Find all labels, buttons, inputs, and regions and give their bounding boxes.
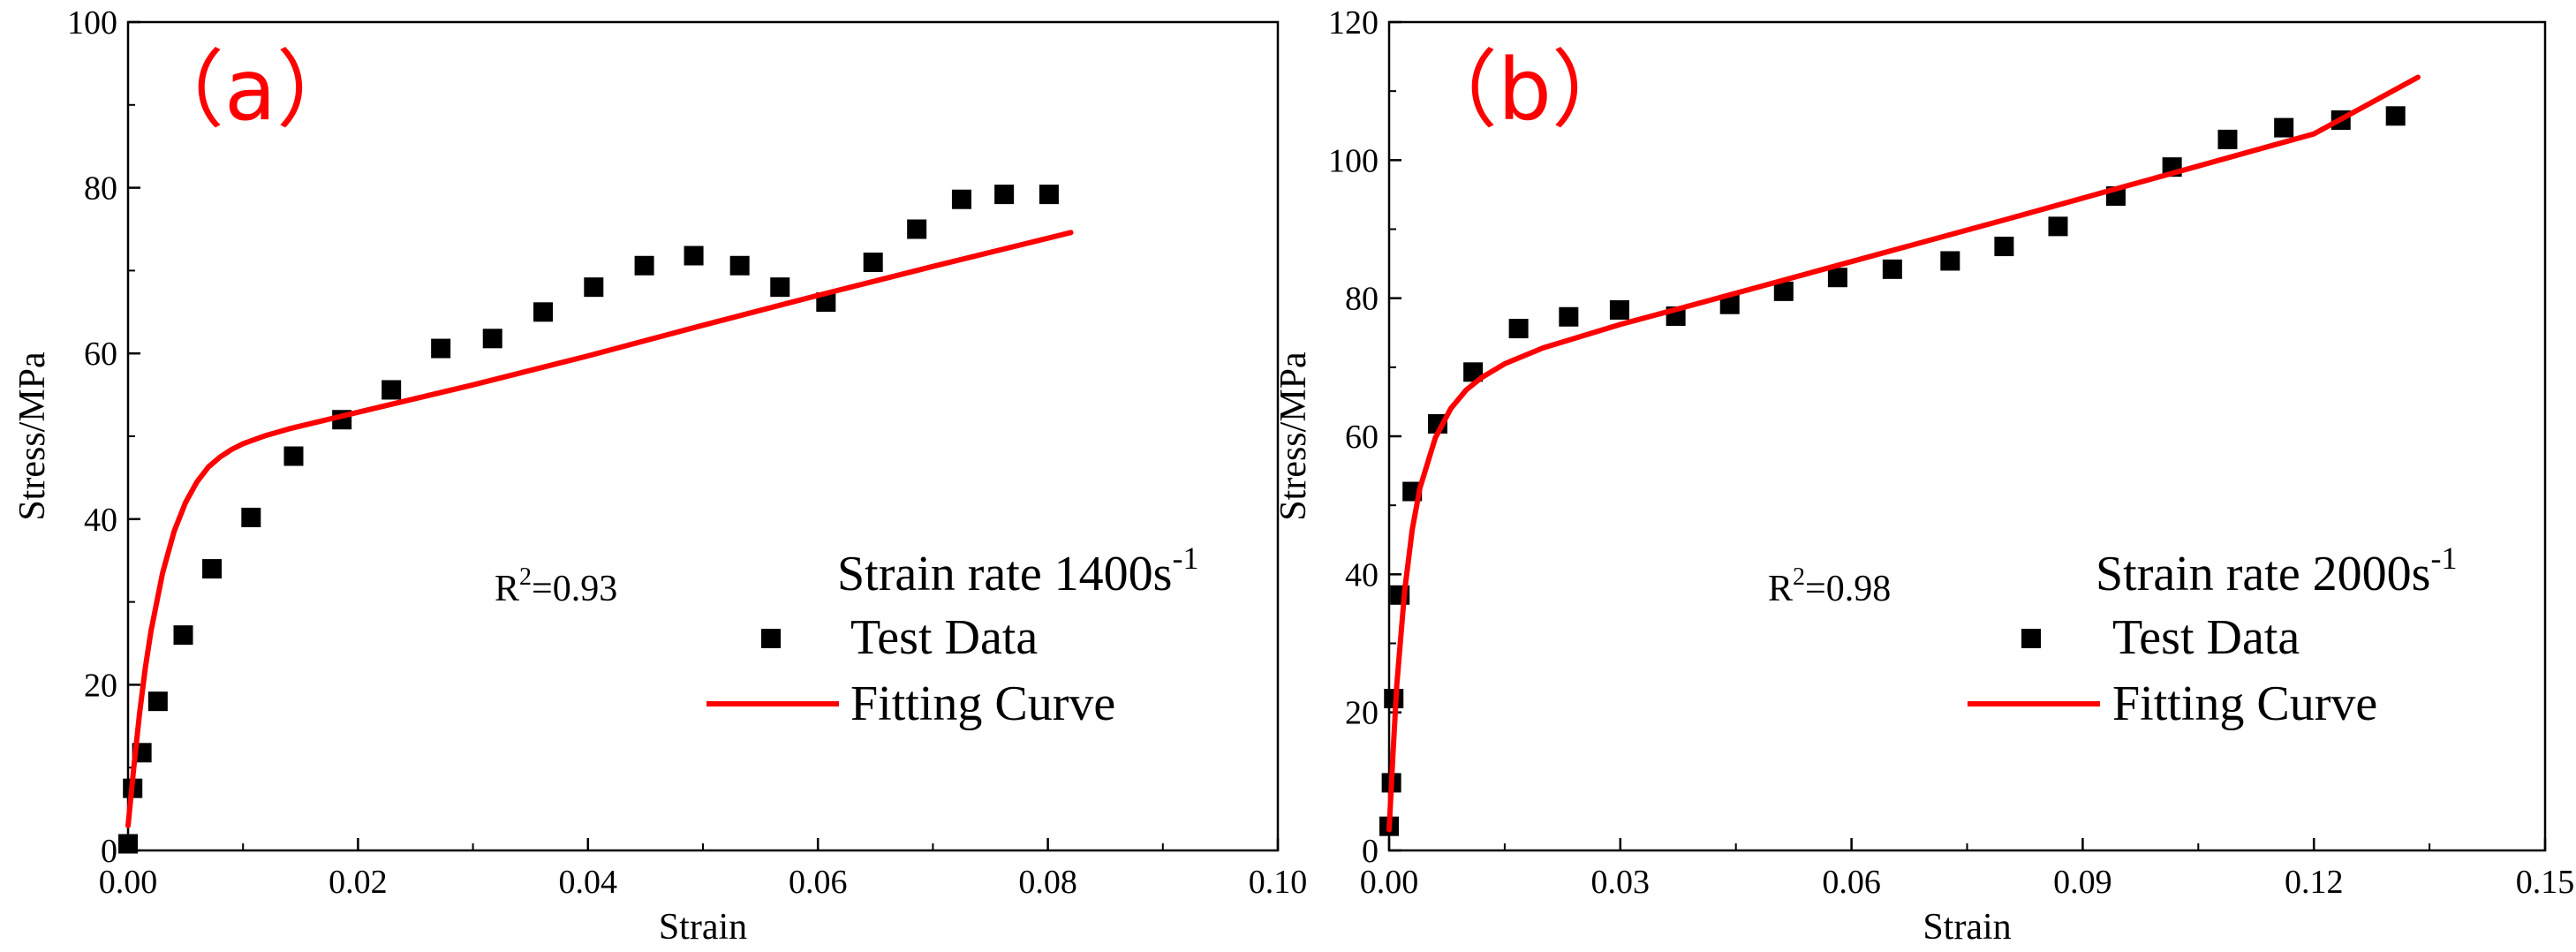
chart-panel-b: 0.00 0.03 0.06 0.09 0.12 0.15 0 20 40 60 80 100 120 S… (1273, 4, 2574, 948)
data-point (2217, 129, 2238, 149)
y-tick-label: 0 (1362, 833, 1379, 870)
data-point (994, 185, 1015, 205)
data-point (1773, 281, 1794, 301)
data-point (1827, 268, 1847, 288)
y-tick-label: 60 (1345, 419, 1379, 456)
r2-base: R (1768, 569, 1793, 609)
data-point (634, 255, 654, 276)
legend-title: Strain rate 2000s-1 (2096, 540, 2457, 601)
x-tick-label: 0.10 (1249, 864, 1308, 901)
data-point (770, 277, 790, 298)
data-point (147, 691, 168, 712)
r2-value: =0.98 (1805, 569, 1891, 609)
legend-label-fitting-curve: Fitting Curve (2112, 676, 2377, 731)
data-point (951, 189, 971, 209)
r2-value: =0.93 (532, 569, 617, 609)
data-point (729, 255, 750, 276)
data-point (863, 253, 883, 273)
y-tick-label: 100 (67, 4, 117, 42)
data-point (1940, 251, 1960, 271)
data-point (431, 338, 451, 359)
chart-panel-a: 0.00 0.02 0.04 0.06 0.08 0.10 0 20 40 60 80 100 Stra… (12, 4, 1307, 948)
data-point (1508, 319, 1529, 339)
data-point (173, 625, 193, 646)
data-point (1039, 185, 1059, 205)
data-point (1719, 294, 1740, 314)
x-tick-label: 0.06 (1822, 864, 1881, 901)
y-tick-label: 40 (1345, 556, 1379, 593)
y-tick-label: 40 (84, 502, 117, 539)
data-point (2274, 117, 2294, 138)
x-tick-label: 0.00 (99, 864, 158, 901)
data-point (482, 329, 502, 349)
legend-title-superscript: -1 (1172, 540, 1198, 576)
legend-title: Strain rate 1400s-1 (837, 540, 1198, 601)
data-point (907, 219, 927, 239)
y-tick-label: 20 (1345, 695, 1379, 732)
data-point (684, 246, 704, 266)
legend-title-main: Strain rate 1400s (837, 547, 1172, 601)
y-axis-title: Stress/MPa (12, 351, 53, 521)
y-tick-label: 60 (84, 336, 117, 373)
data-point (584, 277, 604, 298)
legend-marker-test-data (2021, 629, 2041, 648)
legend: Strain rate 2000s-1 Test Data Fitting Curv… (1968, 540, 2457, 731)
data-point (118, 834, 138, 854)
test-data-series (118, 185, 1059, 854)
r2-superscript: 2 (1793, 563, 1805, 591)
r2-base: R (495, 569, 519, 609)
x-tick-label: 0.03 (1591, 864, 1651, 901)
legend-title-main: Strain rate 2000s (2096, 547, 2430, 601)
data-point (1463, 362, 1484, 382)
data-point (1994, 237, 2014, 257)
x-tick-label: 0.12 (2285, 864, 2344, 901)
panel-label: （a） (140, 41, 361, 140)
y-tick-label: 80 (1345, 281, 1379, 318)
y-tick-label: 20 (84, 667, 117, 704)
y-tick-label: 80 (84, 170, 117, 208)
x-tick-label: 0.15 (2516, 864, 2575, 901)
panel-label: （b） (1413, 41, 1636, 140)
data-point (1882, 259, 1902, 279)
x-axis-title: Strain (1923, 907, 2011, 948)
data-point (533, 302, 554, 322)
data-point (283, 446, 304, 466)
legend-marker-test-data (761, 629, 781, 648)
data-point (202, 559, 223, 579)
y-tick-label: 0 (101, 833, 117, 870)
legend-label-test-data: Test Data (2112, 610, 2300, 665)
data-point (381, 380, 402, 400)
x-tick-label: 0.09 (2053, 864, 2112, 901)
x-axis-title: Strain (659, 907, 747, 948)
data-point (2048, 216, 2068, 237)
r-squared-annotation: R2=0.98 (1768, 563, 1891, 609)
x-tick-label: 0.02 (329, 864, 388, 901)
y-axis-title: Stress/MPa (1273, 351, 1314, 521)
x-tick-label: 0.04 (559, 864, 618, 901)
x-tick-label: 0.06 (789, 864, 848, 901)
data-point (1609, 299, 1629, 320)
data-point (1559, 306, 1579, 327)
y-tick-label: 120 (1328, 4, 1379, 42)
x-tick-label: 0.08 (1018, 864, 1077, 901)
fitting-curve-line (1386, 74, 2421, 833)
r-squared-annotation: R2=0.93 (495, 563, 617, 609)
r2-superscript: 2 (519, 563, 532, 591)
legend-label-test-data: Test Data (850, 610, 1038, 665)
legend: Strain rate 1400s-1 Test Data Fitting Curv… (706, 540, 1198, 731)
legend-label-fitting-curve: Fitting Curve (850, 676, 1115, 731)
fitting-curve-line (125, 230, 1074, 828)
data-point (241, 507, 261, 527)
x-tick-label: 0.00 (1360, 864, 1419, 901)
data-point (2385, 106, 2406, 126)
y-tick-label: 100 (1328, 142, 1379, 179)
legend-title-superscript: -1 (2430, 540, 2457, 576)
